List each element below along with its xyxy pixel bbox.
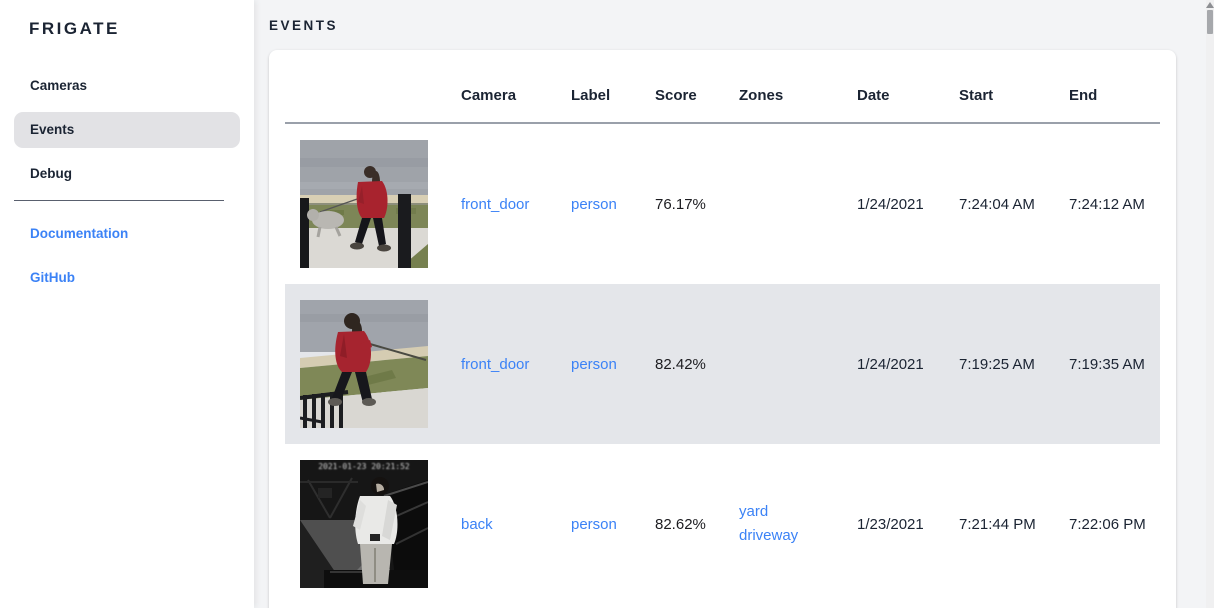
zone-link-yard[interactable]: yard [739, 503, 769, 520]
start-time-value: 7:24:04 AM [959, 195, 1035, 213]
label-link-text[interactable]: person [571, 355, 617, 373]
thumbnail-image-woman-red-hoodie-closeup [300, 300, 428, 428]
event-thumbnail[interactable]: 2021-01-23 20:21:52 [285, 460, 445, 588]
app-logo[interactable]: FRIGATE [29, 19, 120, 38]
thumbnail-timestamp-overlay: 2021-01-23 20:21:52 [318, 462, 410, 471]
thumbnail-image-night-man-white-shirt: 2021-01-23 20:21:52 [300, 460, 428, 588]
table-row[interactable]: 2021-01-23 20:21:52 back person 82.62% y… [285, 444, 1160, 604]
sidebar-divider [14, 200, 224, 201]
label-link-text[interactable]: person [571, 195, 617, 213]
sidebar-item-documentation[interactable]: Documentation [30, 226, 129, 241]
camera-link: back [445, 516, 555, 533]
sidebar-item-events[interactable]: Events [14, 112, 240, 148]
end-time-value: 7:19:35 AM [1069, 355, 1145, 373]
column-header-thumbnail [285, 104, 445, 122]
start-time-value: 7:19:25 AM [959, 355, 1035, 373]
scrollbar-thumb[interactable] [1207, 10, 1213, 34]
table-header: Camera Label Score Zones Date Start End [285, 50, 1160, 124]
column-header-label: Label [571, 87, 611, 104]
start-time-value: 7:21:44 PM [959, 515, 1036, 533]
column-header-camera: Camera [461, 87, 517, 104]
camera-link: front_door [445, 356, 555, 373]
sidebar-item-github[interactable]: GitHub [30, 270, 75, 285]
date-value: 1/24/2021 [857, 355, 924, 373]
thumbnail-image-woman-red-coat-dog [300, 140, 428, 268]
camera-link-text[interactable]: back [461, 515, 493, 533]
sidebar-nav: Cameras Events Debug Documentation GitHu… [0, 68, 254, 296]
sidebar-item-cameras[interactable]: Cameras [30, 78, 88, 93]
score-value: 76.17% [655, 195, 706, 213]
date-value: 1/23/2021 [857, 515, 924, 533]
date-value: 1/24/2021 [857, 195, 924, 213]
page-title: EVENTS [269, 18, 339, 33]
scrollbar-up-arrow-icon[interactable] [1206, 2, 1214, 8]
zone-link-driveway[interactable]: driveway [739, 527, 799, 544]
end-time-value: 7:22:06 PM [1069, 515, 1146, 533]
sidebar-item-debug[interactable]: Debug [30, 166, 72, 181]
event-thumbnail[interactable] [285, 140, 445, 268]
label-link: person [555, 196, 639, 213]
table-row[interactable]: front_door person 76.17% 1/24/2021 7:24:… [285, 124, 1160, 284]
event-thumbnail[interactable] [285, 300, 445, 428]
events-card: Camera Label Score Zones Date Start End [269, 50, 1176, 608]
zones-cell: yard driveway [723, 500, 841, 548]
score-value: 82.62% [655, 515, 706, 533]
camera-link-text[interactable]: front_door [461, 195, 530, 213]
column-header-score: Score [655, 87, 697, 104]
main-content: EVENTS Camera Label Score Zones Date Sta… [254, 0, 1214, 608]
page-scrollbar[interactable] [1206, 0, 1214, 608]
column-header-date: Date [857, 87, 890, 104]
camera-link-text[interactable]: front_door [461, 355, 530, 373]
column-header-zones: Zones [739, 87, 784, 104]
score-value: 82.42% [655, 355, 706, 373]
sidebar: FRIGATE Cameras Events Debug Documentati… [0, 0, 254, 608]
column-header-start: Start [959, 87, 994, 104]
column-header-end: End [1069, 87, 1098, 104]
end-time-value: 7:24:12 AM [1069, 195, 1145, 213]
table-row[interactable]: front_door person 82.42% 1/24/2021 7:19:… [285, 284, 1160, 444]
camera-link: front_door [445, 196, 555, 213]
label-link-text[interactable]: person [571, 515, 617, 533]
label-link: person [555, 516, 639, 533]
label-link: person [555, 356, 639, 373]
